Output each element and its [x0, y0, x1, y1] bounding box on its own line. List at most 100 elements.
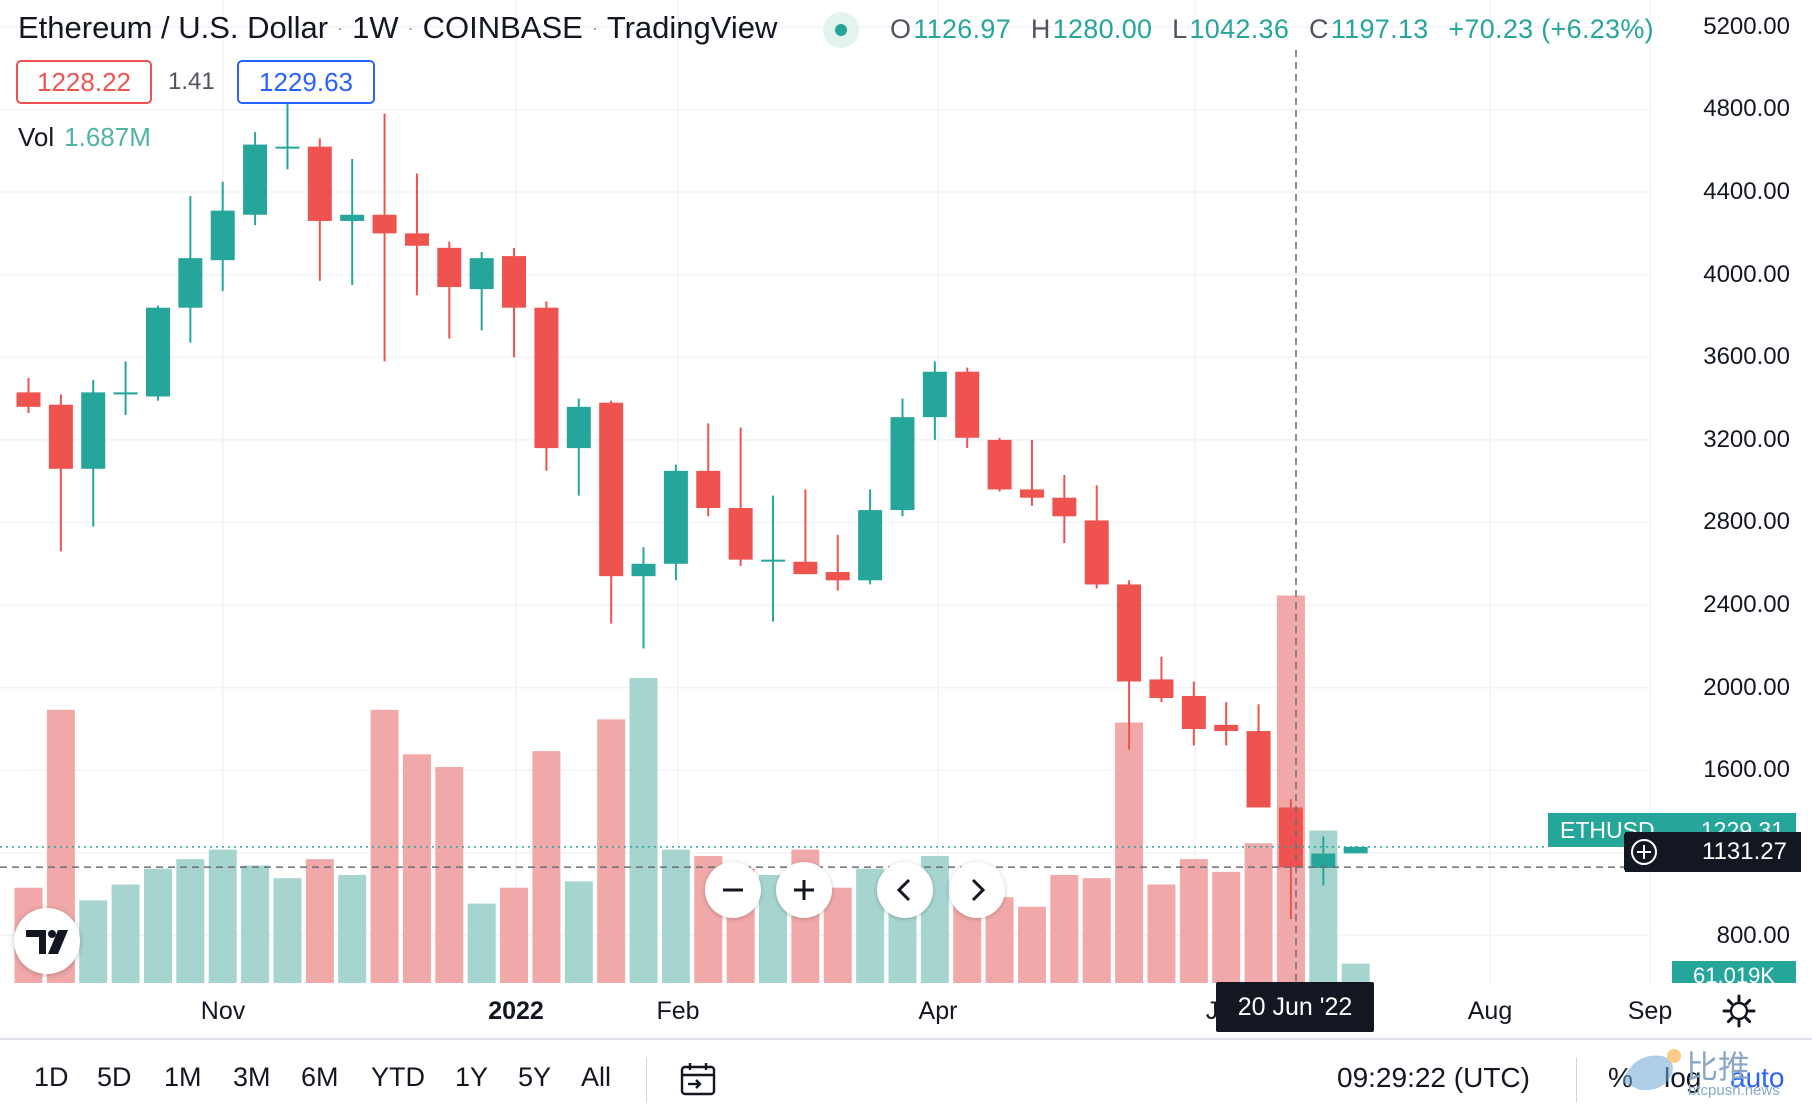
minus-icon [723, 888, 743, 892]
crosshair-date-tag: 20 Jun '22 [1216, 982, 1374, 1032]
range-button-5y[interactable]: 5Y [518, 1062, 552, 1092]
volume-bar [1212, 871, 1241, 983]
volume-bar [79, 900, 108, 983]
candle-body [1019, 489, 1044, 498]
volume-legend[interactable]: Vol 1.687M [18, 122, 151, 153]
provider-label: TradingView [606, 10, 778, 45]
volume-bar [629, 678, 658, 983]
candle-body [178, 258, 203, 308]
candle-body [113, 392, 138, 395]
ohlc-values: O1126.97 H1280.00 L1042.36 C1197.13 +70.… [890, 14, 1654, 45]
add-alert-plus-icon[interactable] [1624, 834, 1664, 870]
candle-body [987, 439, 1012, 490]
utc-clock[interactable]: 09:29:22 (UTC) [1337, 1062, 1530, 1093]
change-value: +70.23 (+6.23%) [1448, 14, 1654, 44]
candle-body [1181, 695, 1206, 729]
watermark-text: 比推 [1686, 1048, 1751, 1086]
range-button-ytd[interactable]: YTD [371, 1062, 425, 1092]
candle-body [404, 233, 429, 246]
price-axis-label: 2800.00 [1703, 508, 1790, 536]
range-button-1y[interactable]: 1Y [455, 1062, 489, 1092]
candle-body [1246, 731, 1271, 808]
volume-label: Vol [18, 122, 55, 152]
market-status-icon[interactable] [823, 12, 859, 48]
chevron-left-icon [896, 878, 911, 902]
price-axis-label: 2400.00 [1703, 591, 1790, 619]
tradingview-logo[interactable] [14, 908, 80, 974]
volume-bar [1276, 595, 1305, 983]
volume-bar [597, 719, 626, 983]
buy-price-button[interactable]: 1229.63 [237, 60, 375, 104]
close-value: 1197.13 [1330, 14, 1429, 44]
candle-body [955, 371, 980, 438]
price-axis-label: 4400.00 [1703, 178, 1790, 206]
exchange-label: COINBASE [422, 10, 583, 45]
volume-bar [1341, 963, 1370, 983]
range-button-5d[interactable]: 5D [97, 1062, 132, 1092]
watermark-subtext: btcpush.news [1688, 1082, 1780, 1099]
candle-body [1117, 584, 1142, 682]
range-button-6m[interactable]: 6M [301, 1062, 339, 1092]
candle-body [534, 307, 559, 449]
price-axis-label: 3200.00 [1703, 425, 1790, 453]
candle-body [728, 508, 753, 560]
candle-body [210, 210, 235, 261]
candle-body [793, 561, 818, 575]
candle-body [663, 470, 688, 564]
volume-bar [1179, 859, 1208, 983]
candle-body [761, 559, 786, 562]
candle-body [437, 247, 462, 288]
candle-body [469, 258, 494, 290]
toolbar-divider [1576, 1058, 1577, 1102]
candle-body [1343, 846, 1368, 854]
symbol-legend[interactable]: Ethereum / U.S. Dollar · 1W · COINBASE ·… [18, 8, 777, 48]
candle-body [696, 470, 721, 509]
legend-separator: · [337, 17, 344, 38]
market-open-dot [835, 24, 847, 36]
volume-bar [1082, 878, 1111, 983]
candle-body [1214, 724, 1239, 732]
sell-price-button[interactable]: 1228.22 [16, 60, 152, 104]
tv-logo-icon [26, 930, 68, 954]
interval-label[interactable]: 1W [352, 10, 399, 45]
volume-bar [661, 849, 690, 983]
volume-bars [14, 595, 1370, 983]
high-value: 1280.00 [1052, 14, 1153, 44]
volume-bar [467, 903, 496, 983]
time-axis-label: Feb [656, 997, 700, 1025]
crosshair-price-value: 1131.27 [1702, 838, 1787, 865]
high-key: H [1030, 14, 1051, 44]
volume-bar [1147, 884, 1176, 983]
time-axis-label: Sep [1627, 997, 1673, 1025]
volume-bar [1017, 906, 1046, 983]
auto-scale-button[interactable]: auto [1730, 1062, 1785, 1093]
candle-body [372, 214, 397, 234]
range-button-all[interactable]: All [581, 1062, 612, 1092]
range-button-1m[interactable]: 1M [164, 1062, 202, 1092]
time-axis-label: Nov [200, 997, 246, 1025]
price-axis-label: 800.00 [1716, 921, 1790, 949]
range-button-1d[interactable]: 1D [34, 1062, 69, 1092]
low-value: 1042.36 [1189, 14, 1290, 44]
watermark-bird-logo [1622, 1049, 1681, 1091]
volume-bar [564, 881, 593, 983]
candle-body [566, 406, 591, 449]
candle-body [890, 417, 915, 511]
candle-body [48, 404, 73, 469]
scroll-right-button[interactable] [949, 862, 1005, 918]
volume-bar [435, 767, 464, 983]
candle-body [599, 402, 624, 577]
zoom-in-button[interactable] [776, 862, 832, 918]
range-button-3m[interactable]: 3M [233, 1062, 271, 1092]
gear-icon[interactable] [1721, 993, 1757, 1029]
go-to-date-calendar-icon[interactable] [680, 1062, 716, 1096]
volume-bar [305, 859, 334, 983]
bottom-toolbar [0, 1038, 1812, 1118]
candle-body [1149, 679, 1174, 699]
candle-body [1311, 853, 1336, 868]
candle-body [81, 392, 106, 469]
scroll-left-button[interactable] [877, 862, 933, 918]
symbol-title[interactable]: Ethereum / U.S. Dollar [18, 10, 329, 45]
zoom-out-button[interactable] [705, 862, 761, 918]
price-axis-label: 4000.00 [1703, 260, 1790, 288]
